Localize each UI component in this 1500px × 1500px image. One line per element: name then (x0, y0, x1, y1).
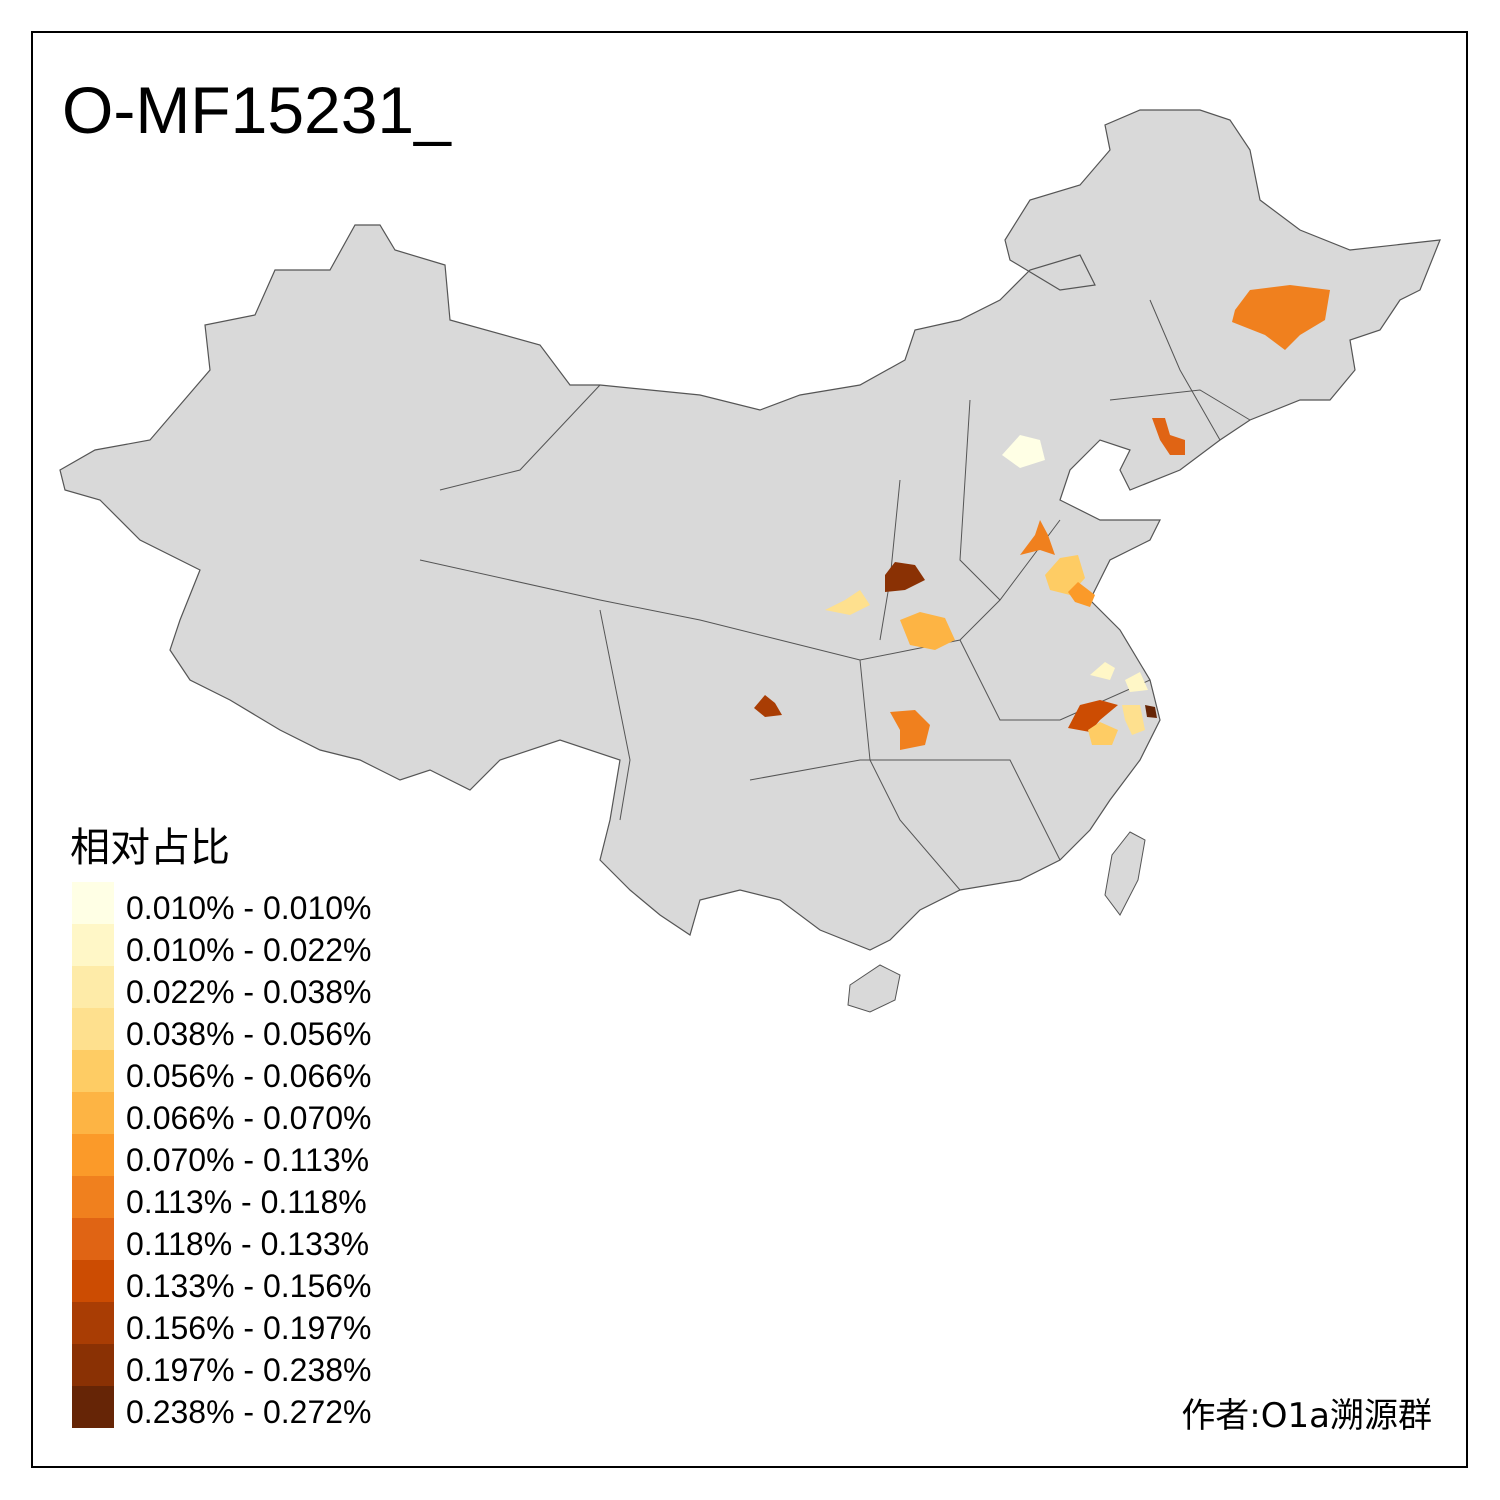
legend-item: 0.066% - 0.070% (72, 1092, 372, 1136)
legend-swatch (72, 1050, 114, 1092)
legend-item: 0.118% - 0.133% (72, 1218, 372, 1262)
region-hebei (1020, 520, 1055, 555)
legend-swatch (72, 1386, 114, 1428)
legend-swatch (72, 1218, 114, 1260)
legend-label: 0.156% - 0.197% (126, 1310, 372, 1346)
region-henan (900, 612, 955, 650)
region-sichuan (754, 695, 782, 717)
legend-label: 0.010% - 0.010% (126, 890, 372, 926)
legend-title: 相对占比 (70, 825, 230, 871)
legend-item: 0.133% - 0.156% (72, 1260, 372, 1304)
region-zhoushan (1145, 705, 1157, 718)
legend-label: 0.056% - 0.066% (126, 1058, 372, 1094)
legend-item: 0.113% - 0.118% (72, 1176, 372, 1220)
legend-item: 0.156% - 0.197% (72, 1302, 372, 1346)
region-liaoning (1152, 418, 1185, 455)
legend-swatch (72, 1134, 114, 1176)
region-jiangsu-north (1068, 582, 1095, 607)
legend-label: 0.038% - 0.056% (126, 1016, 372, 1052)
legend-label: 0.197% - 0.238% (126, 1352, 372, 1388)
legend-label: 0.118% - 0.133% (126, 1226, 370, 1262)
region-gansu (825, 590, 870, 615)
hainan-island (847, 964, 901, 1013)
map-title: O-MF15231_ (62, 73, 451, 147)
legend-label: 0.070% - 0.113% (126, 1142, 370, 1178)
china-outline (59, 109, 1441, 951)
legend-item: 0.238% - 0.272% (72, 1386, 372, 1430)
legend-item: 0.056% - 0.066% (72, 1050, 372, 1094)
map-frame (31, 31, 1468, 1468)
legend-swatch (72, 1176, 114, 1218)
legend-swatch (72, 966, 114, 1008)
legend-swatch (72, 882, 114, 924)
legend-swatch (72, 1344, 114, 1386)
legend-item: 0.010% - 0.022% (72, 924, 372, 968)
region-hunan (890, 710, 930, 750)
region-zhejiang (1122, 705, 1145, 735)
legend-label: 0.133% - 0.156% (126, 1268, 372, 1304)
region-shanxi (885, 562, 925, 592)
legend-label: 0.010% - 0.022% (126, 932, 372, 968)
legend-label: 0.238% - 0.272% (126, 1394, 372, 1430)
legend-swatch (72, 1260, 114, 1302)
legend-item: 0.022% - 0.038% (72, 966, 372, 1010)
region-shanghai-west (1125, 672, 1148, 692)
legend-swatch (72, 1302, 114, 1344)
legend-label: 0.113% - 0.118% (126, 1184, 367, 1220)
author-credit: 作者:O1a溯源群 (1181, 1396, 1432, 1436)
region-anhui (1090, 662, 1115, 680)
legend-item: 0.010% - 0.010% (72, 882, 372, 926)
legend-label: 0.022% - 0.038% (126, 974, 372, 1010)
legend-swatch (72, 1092, 114, 1134)
highlighted-regions (754, 285, 1330, 750)
region-jiangxi (1068, 700, 1118, 732)
legend-item: 0.197% - 0.238% (72, 1344, 372, 1388)
region-beijing (1002, 435, 1045, 468)
legend-swatch (72, 924, 114, 966)
region-heilongjiang (1232, 285, 1330, 350)
taiwan-island (1104, 831, 1146, 916)
province-borders (419, 299, 1251, 891)
region-jiangxi-south (1088, 722, 1118, 745)
legend: 0.010% - 0.010% 0.010% - 0.022% 0.022% - 0… (72, 882, 372, 1430)
legend-item: 0.038% - 0.056% (72, 1008, 372, 1052)
legend-item: 0.070% - 0.113% (72, 1134, 372, 1178)
legend-label: 0.066% - 0.070% (126, 1100, 372, 1136)
legend-swatch (72, 1008, 114, 1050)
